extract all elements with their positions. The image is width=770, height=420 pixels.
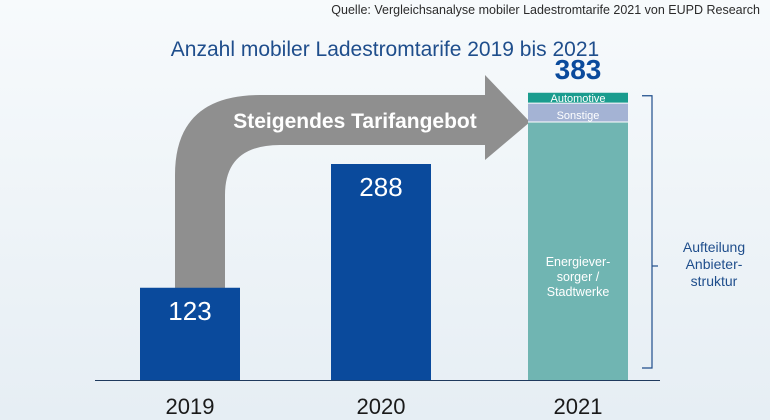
bar-2021-sonstige bbox=[528, 103, 628, 123]
data-label-2021: 383 bbox=[555, 54, 602, 85]
data-label-2019: 123 bbox=[168, 296, 211, 326]
arrow-label: Steigendes Tarifangebot bbox=[233, 110, 476, 133]
chart-title: Anzahl mobiler Ladestromtarife 2019 bis … bbox=[170, 38, 600, 61]
bar-2021-energieversorger bbox=[528, 122, 628, 380]
segment-label-energieversorger: Energiever-sorger / Stadtwerke bbox=[546, 255, 611, 299]
data-label-2020: 288 bbox=[359, 172, 402, 202]
segment-label-automotive: Automotive bbox=[550, 93, 605, 105]
segment-label-line: Energiever- bbox=[546, 255, 611, 269]
x-tick-label-2021: 2021 bbox=[554, 394, 603, 419]
bracket-label-line: struktur bbox=[691, 273, 738, 289]
bracket-label-line: Aufteilung bbox=[683, 239, 745, 255]
bar-2021-automotive bbox=[528, 92, 628, 104]
bar-2019 bbox=[140, 287, 240, 380]
bracket-label: Aufteilung Anbieter-struktur bbox=[683, 239, 745, 289]
source-note: Quelle: Vergleichsanalyse mobiler Ladest… bbox=[331, 3, 760, 17]
segment-label-line: sorger / bbox=[557, 270, 600, 284]
segment-label-line: Stadtwerke bbox=[547, 285, 610, 299]
x-tick-label-2019: 2019 bbox=[166, 394, 215, 419]
bar-2020 bbox=[331, 164, 431, 380]
breakdown-bracket bbox=[642, 95, 653, 369]
bracket-label-line: Anbieter- bbox=[686, 256, 743, 272]
segment-label-sonstige: Sonstige bbox=[557, 110, 600, 122]
growth-arrow bbox=[175, 75, 530, 305]
x-tick-label-2020: 2020 bbox=[357, 394, 406, 419]
